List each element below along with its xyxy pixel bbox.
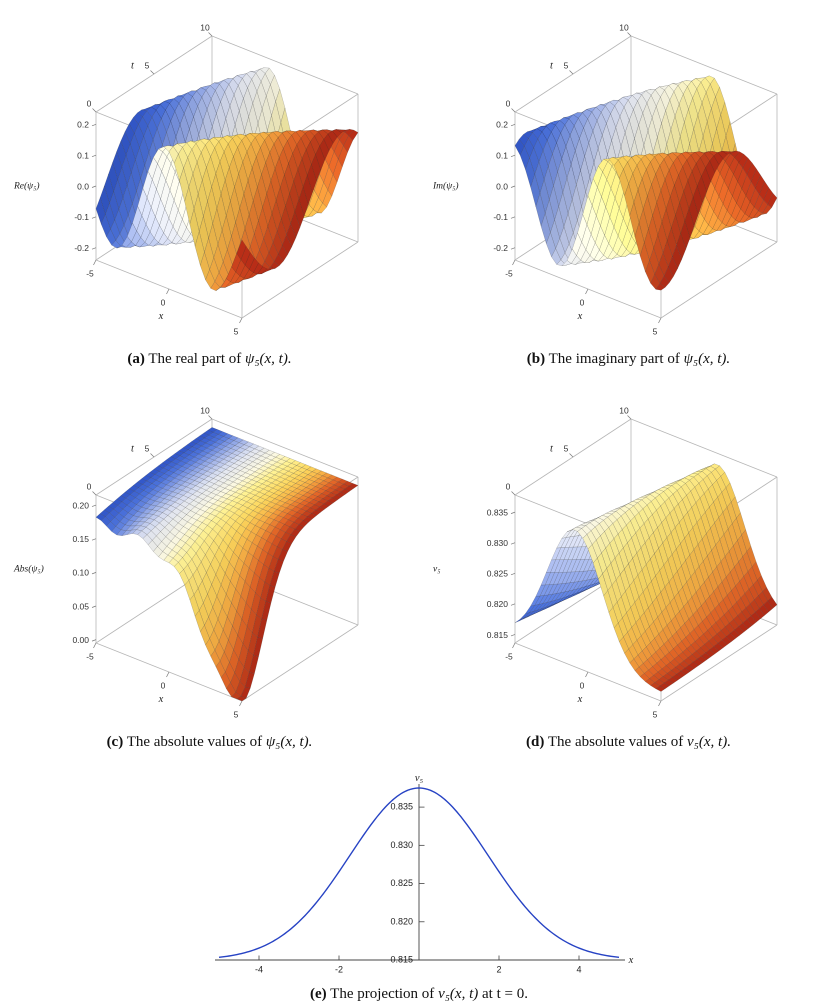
panel-a: (a) The real part of ψ₅(x, t). xyxy=(40,20,379,369)
caption-b-label: (b) xyxy=(527,351,545,367)
line-plot-projection xyxy=(199,770,639,985)
caption-e: (e) The projection of ν₅(x, t) at t = 0. xyxy=(310,985,528,1003)
surface-plot-abs-psi xyxy=(10,403,410,733)
caption-e-label: (e) xyxy=(310,986,327,1002)
caption-c: (c) The absolute values of ψ₅(x, t). xyxy=(107,733,313,752)
caption-c-text: The absolute values of xyxy=(127,734,262,750)
caption-e-math: ν₅(x, t) xyxy=(438,986,478,1002)
caption-d-text: The absolute values of xyxy=(548,734,683,750)
caption-b-math: ψ₅(x, t). xyxy=(684,351,731,367)
caption-e-suffix: at t = 0. xyxy=(482,986,528,1002)
surface-plot-abs-nu xyxy=(429,403,829,733)
caption-a-label: (a) xyxy=(127,351,145,367)
caption-b: (b) The imaginary part of ψ₅(x, t). xyxy=(527,350,730,369)
caption-e-text: The projection of xyxy=(330,986,434,1002)
caption-c-label: (c) xyxy=(107,734,124,750)
caption-d: (d) The absolute values of ν₅(x, t). xyxy=(526,733,731,752)
caption-a: (a) The real part of ψ₅(x, t). xyxy=(127,350,291,369)
surface-plot-imaginary-part xyxy=(429,20,829,350)
surface-plot-real-part xyxy=(10,20,410,350)
panel-e: (e) The projection of ν₅(x, t) at t = 0. xyxy=(0,770,838,1003)
caption-b-text: The imaginary part of xyxy=(549,351,680,367)
caption-a-text: The real part of xyxy=(148,351,241,367)
panel-c: (c) The absolute values of ψ₅(x, t). xyxy=(40,403,379,752)
caption-d-math: ν₅(x, t). xyxy=(687,734,731,750)
caption-d-label: (d) xyxy=(526,734,544,750)
panel-d: (d) The absolute values of ν₅(x, t). xyxy=(459,403,798,752)
panel-b: (b) The imaginary part of ψ₅(x, t). xyxy=(459,20,798,369)
caption-a-math: ψ₅(x, t). xyxy=(245,351,292,367)
figure-grid: (a) The real part of ψ₅(x, t). (b) The i… xyxy=(0,4,838,768)
caption-c-math: ψ₅(x, t). xyxy=(266,734,313,750)
